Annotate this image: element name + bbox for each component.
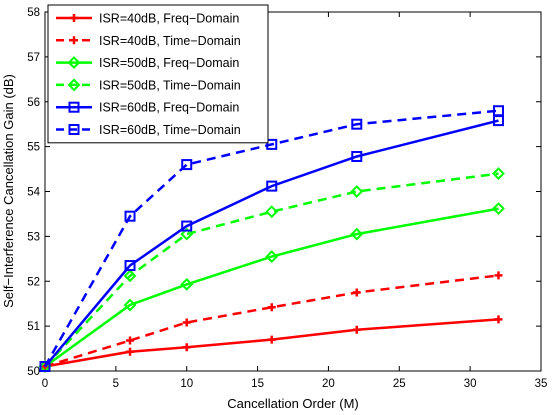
legend-marker [70,14,78,22]
y-tick-label: 52 [27,276,40,288]
data-point [492,167,505,180]
data-point [180,227,194,241]
data-point [352,325,361,334]
data-point [181,220,193,232]
data-point [181,159,193,171]
data-point [126,336,135,345]
x-tick-label: 5 [113,378,119,390]
legend-item: ISR=40dB, Time−Domain [56,34,241,48]
y-axis-label: Self−Interference Cancellation Gain (dB) [1,74,16,308]
data-point [492,202,505,215]
x-tick-label: 15 [251,378,264,390]
legend-item: ISR=40dB, Freq−Domain [56,12,239,26]
y-tick-label: 58 [27,7,40,19]
data-point [41,362,49,371]
y-tick-label: 50 [27,366,40,378]
data-point [265,250,279,263]
data-point [351,118,363,130]
series-line [43,109,499,368]
data-point [350,227,364,241]
y-tick-label: 53 [27,231,40,243]
data-point [351,150,363,162]
legend-label: ISR=50dB, Time−Domain [99,78,241,92]
data-point [266,138,278,150]
series-2 [41,271,503,371]
x-tick-label: 0 [42,378,48,390]
legend-item: ISR=50dB, Freq−Domain [56,56,239,70]
y-tick-label: 56 [27,97,40,109]
data-point [39,361,51,373]
legend-item: ISR=60dB, Freq−Domain [56,101,239,115]
data-point [494,271,503,280]
x-tick-label: 20 [322,378,335,390]
legend-label: ISR=60dB, Freq−Domain [99,101,239,115]
data-point [180,277,194,291]
legend-box [47,4,269,144]
x-tick-label: 25 [393,378,406,390]
data-point [182,318,191,327]
series-line [44,172,499,368]
data-point [124,210,136,222]
legend: ISR=40dB, Freq−Domain ISR=40dB, Time−Doma… [47,4,269,144]
series-1 [41,315,503,371]
x-tick-label: 30 [464,378,477,390]
y-tick-label: 55 [27,142,40,154]
series-line [44,318,499,368]
legend-marker [67,56,81,70]
data-point [123,269,137,283]
legend-marker [70,36,78,45]
data-point [350,185,364,198]
legend-marker [68,101,80,113]
legend-label: ISR=40dB, Time−Domain [99,34,241,48]
data-point [267,335,276,344]
x-axis-label: Cancellation Order (M) [227,396,359,411]
data-point [266,180,278,192]
series-line [44,207,499,368]
legend-label: ISR=50dB, Freq−Domain [99,56,239,70]
legend-item: ISR=50dB, Time−Domain [56,78,241,92]
x-tick-label: 35 [535,378,548,390]
data-point [492,105,504,117]
y-tick-label: 51 [27,321,40,333]
plot-area: 0 5 10 15 20 25 30 35 50 51 52 53 54 55 56 57 58 [27,7,547,390]
data-point [182,343,191,352]
series-4 [38,167,505,373]
legend-label: ISR=60dB, Time−Domain [99,123,241,137]
series-6 [39,105,504,373]
y-tick-label: 57 [27,52,40,64]
data-point [123,298,137,312]
x-tick-label: 10 [180,378,193,390]
data-point [494,315,503,324]
data-point [267,303,276,312]
y-tick-label: 54 [27,187,40,199]
data-point [124,260,136,272]
legend-marker [67,78,81,92]
series-line [44,119,499,368]
data-point [265,205,279,219]
legend-item: ISR=60dB, Time−Domain [56,123,241,137]
data-point [126,347,135,356]
legend-marker [68,124,80,135]
data-point [352,288,361,297]
legend-label: ISR=40dB, Freq−Domain [99,12,239,26]
